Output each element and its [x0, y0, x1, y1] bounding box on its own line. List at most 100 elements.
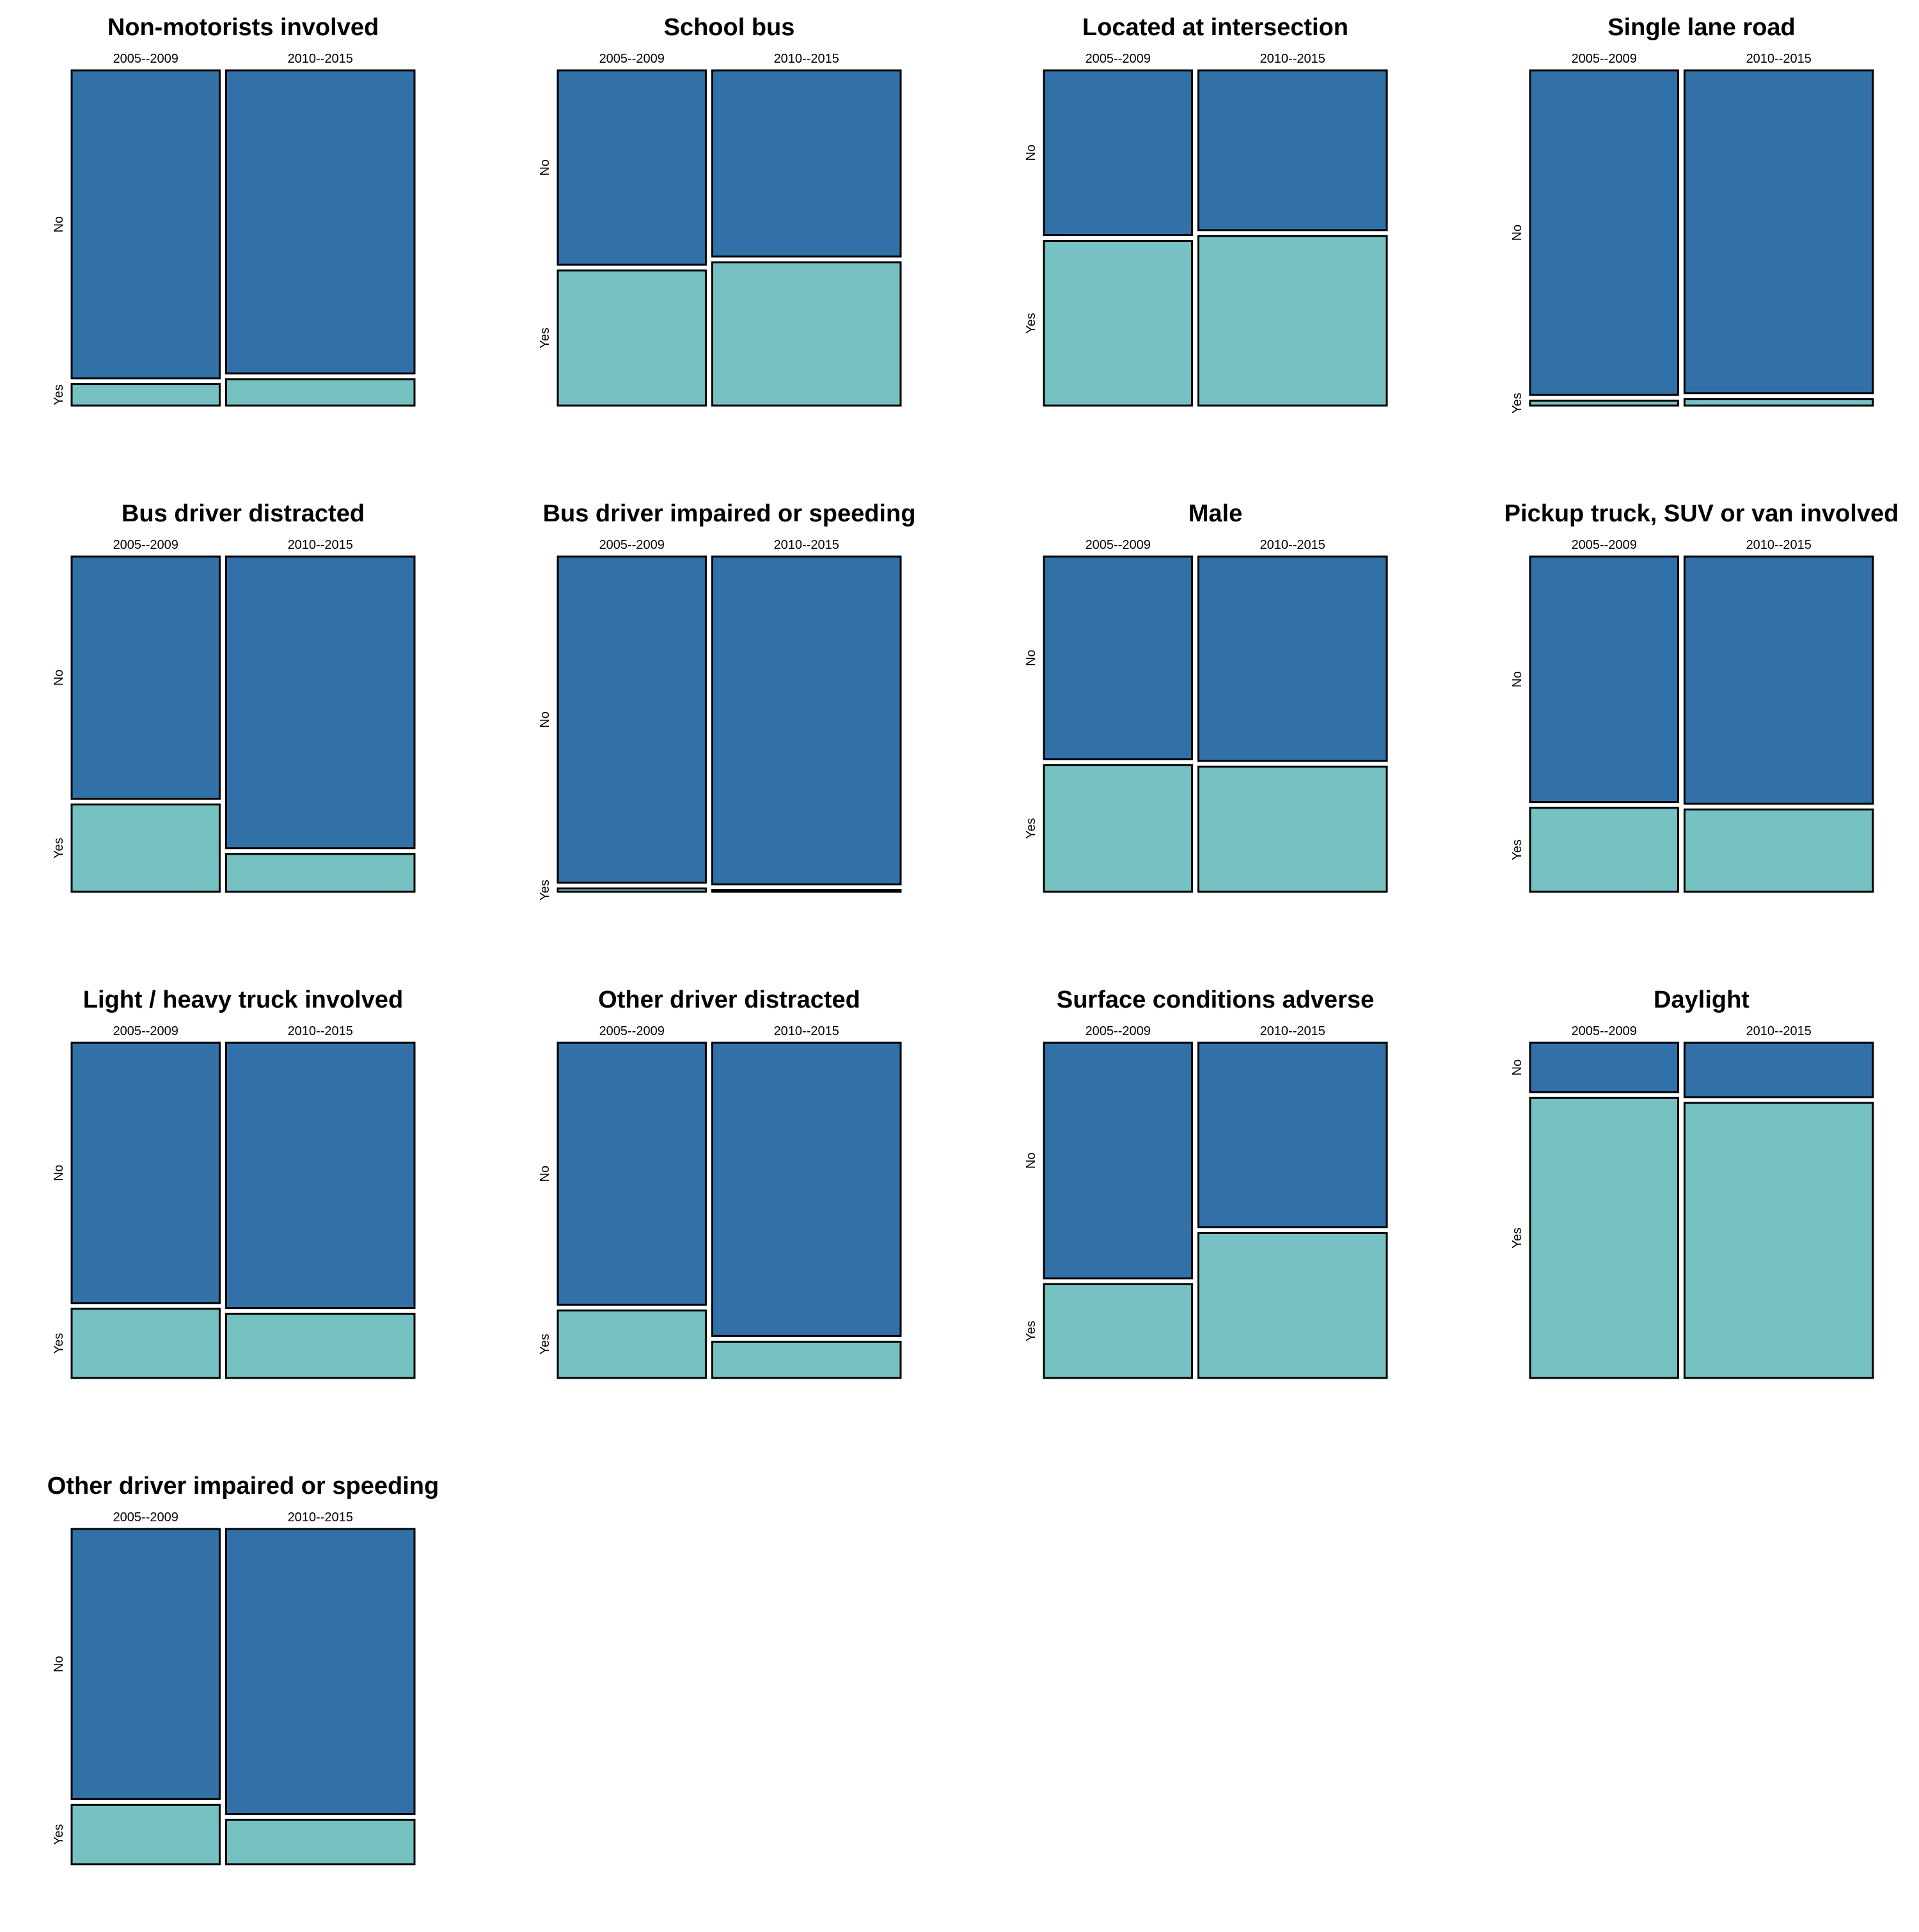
period-label: 2010--2015 [774, 1024, 839, 1038]
mosaic-tile-no [1529, 555, 1679, 804]
mosaic-tile-no [225, 1041, 416, 1310]
period-label: 2005--2009 [113, 52, 178, 66]
mosaic-tile-no [1683, 69, 1874, 395]
mosaic-tile-yes [557, 887, 707, 893]
level-label-yes: Yes [1024, 1320, 1038, 1342]
mosaic-svg: Located at intersection 2005--2009 2010--2… [1024, 14, 1388, 407]
mosaic-tile-no [557, 1041, 707, 1306]
period-label: 2010--2015 [1746, 1024, 1812, 1038]
level-label-yes: Yes [52, 1824, 66, 1845]
mosaic-tile-yes [1683, 808, 1874, 893]
mosaic-tile-no [225, 555, 416, 850]
mosaic-panel: Other driver distracted 2005--2009 2010--2… [486, 972, 967, 1446]
period-label: 2005--2009 [1572, 52, 1637, 66]
mosaic-tile-yes [1529, 807, 1679, 893]
level-label-no: No [1024, 650, 1038, 667]
mosaic-tile-no [70, 555, 221, 800]
chart-title: School bus [664, 14, 795, 41]
level-label-no: No [1510, 671, 1524, 688]
mosaic-tile-yes [1683, 398, 1874, 407]
level-label-no: No [1024, 145, 1038, 161]
period-label: 2005--2009 [1086, 52, 1151, 66]
level-label-no: No [538, 1166, 552, 1182]
mosaic-tile-no [557, 555, 707, 884]
mosaic-tile-no [1683, 1041, 1874, 1098]
period-label: 2010--2015 [288, 1510, 353, 1524]
mosaic-tile-no [1043, 555, 1193, 761]
period-label: 2010--2015 [1260, 538, 1325, 552]
mosaic-tile-no [711, 555, 902, 885]
period-label: 2010--2015 [1260, 1024, 1325, 1038]
mosaic-tile-no [711, 69, 902, 258]
mosaic-svg: Non-motorists involved 2005--2009 2010--20… [52, 14, 416, 407]
chart-title: Single lane road [1607, 14, 1796, 41]
chart-title: Non-motorists involved [107, 14, 379, 41]
chart-title: Pickup truck, SUV or van involved [1504, 500, 1899, 527]
period-label: 2005--2009 [113, 1510, 178, 1524]
period-label: 2010--2015 [1746, 538, 1812, 552]
period-label: 2005--2009 [1086, 1024, 1151, 1038]
period-label: 2005--2009 [599, 52, 665, 66]
period-label: 2010--2015 [1746, 52, 1812, 66]
mosaic-panel: Other driver impaired or speeding 2005--2… [0, 1459, 481, 1932]
mosaic-tile-no [70, 1528, 221, 1800]
level-label-yes: Yes [1510, 839, 1524, 860]
period-label: 2005--2009 [1086, 538, 1151, 552]
mosaic-tile-yes [1197, 765, 1388, 893]
mosaic-panel: Bus driver impaired or speeding 2005--200… [486, 486, 967, 960]
level-label-yes: Yes [52, 1333, 66, 1354]
mosaic-panel: Light / heavy truck involved 2005--2009 20… [0, 972, 481, 1446]
mosaic-svg: School bus 2005--2009 2010--2015 No Yes [538, 14, 902, 407]
mosaic-tile-yes [1043, 1283, 1193, 1379]
mosaic-tile-no [225, 1528, 416, 1815]
mosaic-panel: Daylight 2005--2009 2010--2015 No Yes [1458, 972, 1919, 1446]
mosaic-tile-yes [711, 261, 902, 407]
mosaic-svg: Surface conditions adverse 2005--2009 2010… [1024, 986, 1388, 1379]
period-label: 2010--2015 [288, 52, 353, 66]
level-label-no: No [538, 711, 552, 728]
mosaic-tile-no [711, 1041, 902, 1337]
mosaic-panel: Bus driver distracted 2005--2009 2010--201… [0, 486, 481, 960]
mosaic-tile-no [1043, 1041, 1193, 1279]
mosaic-tile-no [1197, 69, 1388, 232]
chart-title: Other driver impaired or speeding [47, 1473, 439, 1500]
mosaic-panel: Non-motorists involved 2005--2009 2010--20… [0, 0, 481, 473]
level-label-no: No [1024, 1152, 1038, 1169]
mosaic-tile-yes [225, 1313, 416, 1379]
mosaic-tile-no [1683, 555, 1874, 805]
mosaic-tile-yes [225, 1818, 416, 1865]
mosaic-tile-yes [1043, 764, 1193, 893]
mosaic-svg: Light / heavy truck involved 2005--2009 20… [52, 986, 416, 1379]
level-label-yes: Yes [538, 328, 552, 349]
mosaic-tile-yes [711, 889, 902, 893]
mosaic-tile-yes [557, 1309, 707, 1379]
chart-title: Surface conditions adverse [1057, 986, 1374, 1013]
mosaic-tile-yes [225, 853, 416, 893]
mosaic-tile-no [1197, 555, 1388, 762]
mosaic-tile-yes [1683, 1102, 1874, 1379]
mosaic-svg: Other driver distracted 2005--2009 2010--2… [538, 986, 902, 1379]
mosaic-svg: Single lane road 2005--2009 2010--2015 No Ye… [1510, 14, 1874, 414]
level-label-no: No [52, 1656, 66, 1672]
period-label: 2010--2015 [774, 52, 839, 66]
mosaic-tile-yes [70, 1308, 221, 1379]
mosaic-tile-yes [557, 269, 707, 407]
mosaic-tile-yes [70, 1803, 221, 1865]
level-label-no: No [52, 216, 66, 233]
mosaic-tile-yes [1529, 1097, 1679, 1379]
chart-title: Daylight [1654, 986, 1749, 1013]
level-label-yes: Yes [1510, 393, 1524, 414]
period-label: 2005--2009 [599, 538, 665, 552]
mosaic-panel: Male 2005--2009 2010--2015 No Yes [972, 486, 1453, 960]
chart-title: Located at intersection [1082, 14, 1348, 41]
mosaic-tile-yes [70, 383, 221, 407]
mosaic-svg: Pickup truck, SUV or van involved 2005--2… [1504, 500, 1899, 893]
chart-title: Other driver distracted [598, 986, 860, 1013]
mosaic-tile-no [1529, 69, 1679, 396]
mosaic-tile-yes [70, 804, 221, 893]
mosaic-panel: Located at intersection 2005--2009 2010--2… [972, 0, 1453, 473]
mosaic-svg: Bus driver impaired or speeding 2005--200… [538, 500, 915, 901]
mosaic-tile-yes [1529, 399, 1679, 407]
level-label-no: No [1510, 1059, 1524, 1076]
mosaic-svg: Daylight 2005--2009 2010--2015 No Yes [1510, 986, 1874, 1379]
